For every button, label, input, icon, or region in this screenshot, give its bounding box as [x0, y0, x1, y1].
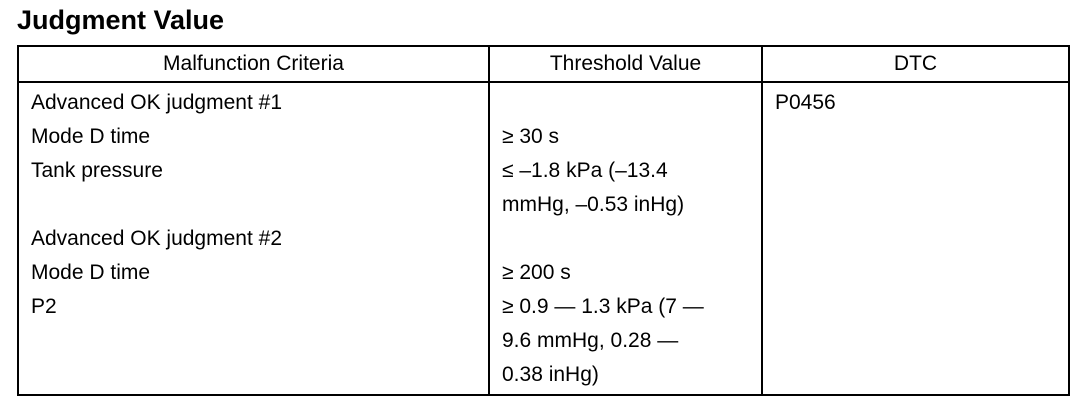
criteria-text: Advanced OK judgment #1	[31, 91, 282, 114]
header-row: Malfunction Criteria Threshold Value DTC	[17, 45, 1070, 83]
dtc-text: P0456	[775, 91, 836, 114]
threshold-cell: ≤ –1.8 kPa (–13.4 mmHg, –0.53 inHg)	[488, 154, 763, 222]
table-row: Mode D time ≥ 30 s	[17, 120, 1069, 154]
criteria-cell: Mode D time	[17, 256, 490, 290]
criteria-cell: Mode D time	[17, 120, 490, 154]
threshold-cell: ≥ 30 s	[488, 120, 763, 154]
threshold-cell: ≥ 0.9 — 1.3 kPa (7 — 9.6 mmHg, 0.28 — 0.38…	[488, 290, 763, 395]
threshold-text: 0.38 inHg)	[502, 363, 599, 386]
criteria-text: P2	[31, 295, 57, 318]
column-header: DTC	[761, 45, 1070, 83]
table-row: Advanced OK judgment #2	[17, 222, 1069, 256]
threshold-cell	[488, 82, 763, 120]
criteria-cell: Tank pressure	[17, 154, 490, 222]
criteria-text: Advanced OK judgment #2	[31, 227, 282, 250]
column-header: Threshold Value	[488, 45, 763, 83]
threshold-text: ≥ 0.9 — 1.3 kPa (7 —	[502, 295, 704, 318]
column-header: Malfunction Criteria	[17, 45, 490, 83]
criteria-text: Mode D time	[31, 261, 151, 284]
table-header: Malfunction Criteria Threshold Value DTC	[17, 45, 1070, 83]
criteria-text: Mode D time	[31, 125, 151, 148]
threshold-cell: ≥ 200 s	[488, 256, 763, 290]
criteria-cell: P2	[17, 290, 490, 395]
criteria-cell: Advanced OK judgment #1	[17, 82, 490, 120]
criteria-cell: Advanced OK judgment #2	[17, 222, 490, 256]
threshold-text: ≥ 200 s	[502, 261, 571, 284]
table-row: P2 ≥ 0.9 — 1.3 kPa (7 — 9.6 mmHg, 0.28 — 0.…	[17, 290, 1069, 395]
threshold-text: ≤ –1.8 kPa (–13.4	[502, 159, 668, 182]
threshold-text: ≥ 30 s	[502, 125, 560, 148]
table-row: Advanced OK judgment #1 P0456	[17, 82, 1070, 395]
threshold-text: mmHg, –0.53 inHg)	[502, 193, 685, 216]
section-title: Judgment Value	[17, 5, 225, 35]
table-row: Tank pressure ≤ –1.8 kPa (–13.4 mmHg, –0.5…	[17, 154, 1069, 222]
judgment-table: Malfunction Criteria Threshold Value DTC…	[17, 45, 1070, 396]
dtc-cell: P0456	[761, 82, 1070, 395]
threshold-cell	[488, 222, 763, 256]
threshold-text: 9.6 mmHg, 0.28 —	[502, 329, 679, 352]
table-body: Advanced OK judgment #1 P0456 Mode D time ≥…	[17, 82, 1070, 395]
table-row: Mode D time ≥ 200 s	[17, 256, 1069, 290]
criteria-text: Tank pressure	[31, 159, 163, 182]
